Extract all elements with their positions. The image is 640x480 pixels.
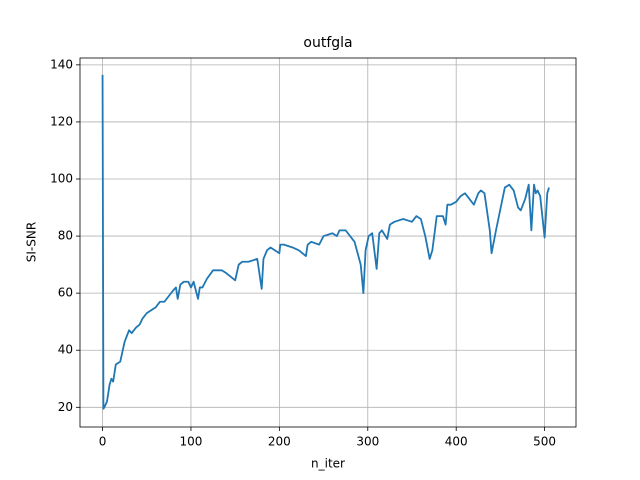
x-tick-label: 0	[99, 435, 107, 449]
x-tick-label: 400	[445, 435, 468, 449]
x-tick-label: 200	[268, 435, 291, 449]
y-axis-label: SI-SNR	[25, 222, 39, 262]
y-tick-label: 80	[58, 229, 73, 243]
chart-title: outfgla	[303, 35, 352, 51]
x-tick-label: 300	[356, 435, 379, 449]
y-tick-label: 120	[50, 114, 73, 128]
y-tick-label: 20	[58, 400, 73, 414]
x-axis-label: n_iter	[311, 457, 345, 471]
y-tick-label: 40	[58, 343, 73, 357]
y-tick-label: 60	[58, 286, 73, 300]
y-tick-label: 100	[50, 172, 73, 186]
x-tick-label: 100	[180, 435, 203, 449]
x-tick-label: 500	[533, 435, 556, 449]
plot-frame	[79, 57, 577, 428]
data-line	[101, 74, 550, 410]
y-tick-label: 140	[50, 57, 73, 71]
